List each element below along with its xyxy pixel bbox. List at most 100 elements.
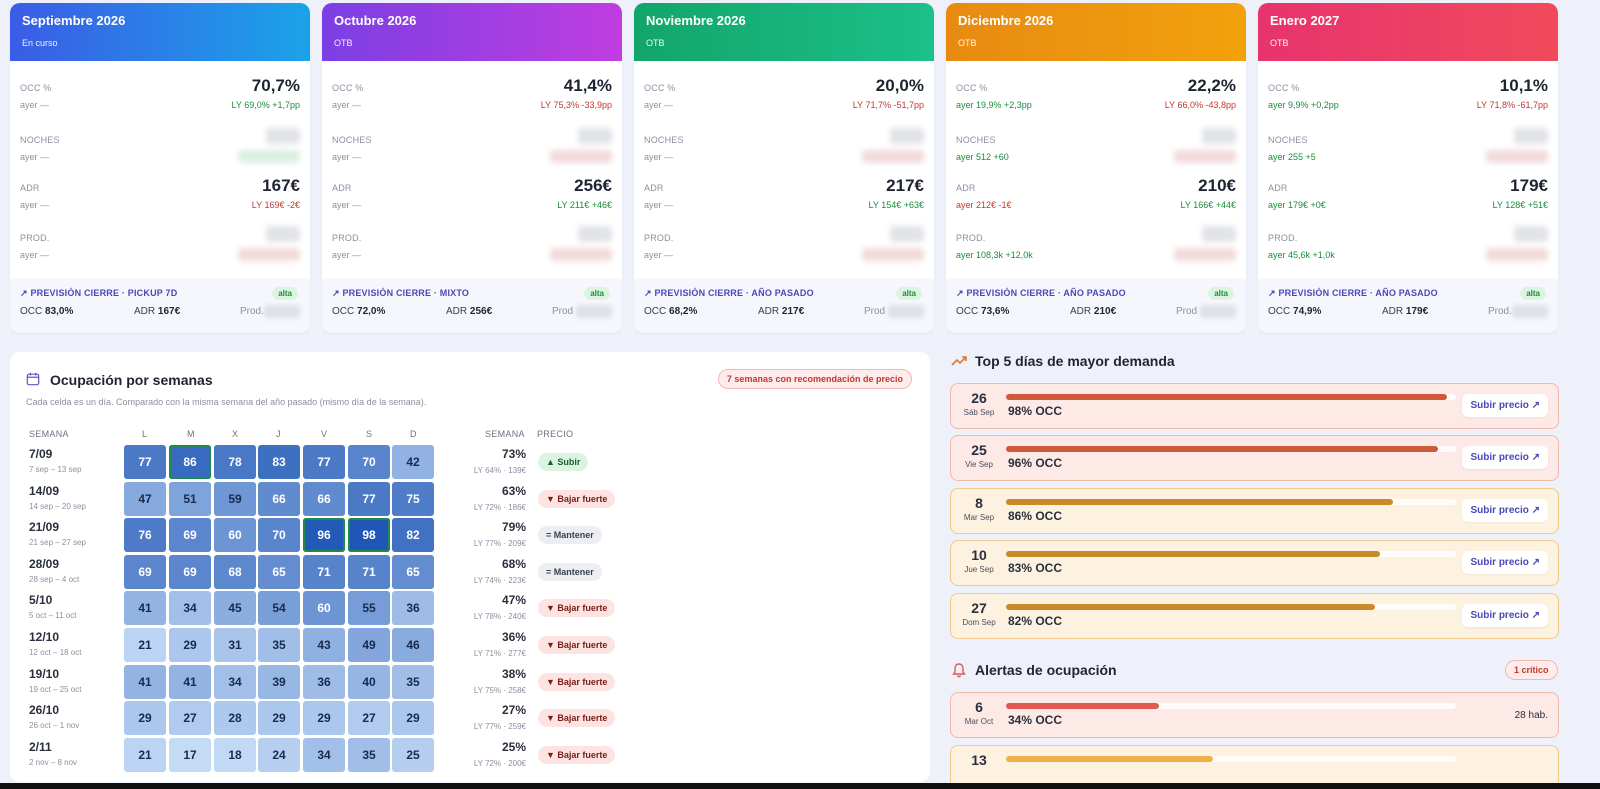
- day-cell[interactable]: 36: [303, 664, 345, 699]
- day-cell[interactable]: 41: [124, 664, 166, 699]
- day-cell[interactable]: 34: [214, 664, 256, 699]
- day-cell[interactable]: 71: [348, 554, 390, 589]
- day-cell[interactable]: 69: [124, 554, 166, 589]
- day-cell[interactable]: 42: [392, 445, 434, 479]
- day-cell[interactable]: 60: [303, 591, 345, 626]
- raise-price-button[interactable]: Subir precio ↗: [1462, 498, 1548, 522]
- day-cell[interactable]: 35: [258, 628, 300, 662]
- day-cell[interactable]: 69: [169, 554, 211, 589]
- day-cell[interactable]: 35: [392, 664, 434, 699]
- price-recommendation-badge[interactable]: 7 semanas con recomendación de precio: [717, 369, 912, 389]
- day-cell[interactable]: 65: [258, 554, 300, 589]
- day-cell[interactable]: 68: [214, 554, 256, 589]
- month-card[interactable]: Diciembre 2026 OTB OCC % ayer 19,9% +2,3pp 2…: [946, 3, 1246, 333]
- day-cell[interactable]: 17: [169, 737, 211, 772]
- week-row[interactable]: 19/10 19 oct – 25 oct 41 41 34 39 36 40 35 38% LY …: [10, 664, 930, 701]
- day-cell[interactable]: 46: [392, 628, 434, 662]
- week-row[interactable]: 28/09 28 sep – 4 oct 69 69 68 65 71 71 65 68% LY 7…: [10, 554, 930, 591]
- raise-price-button[interactable]: Subir precio ↗: [1462, 446, 1548, 470]
- week-row[interactable]: 5/10 5 oct – 11 oct 41 34 45 54 60 55 36 47% LY 78…: [10, 591, 930, 627]
- month-card[interactable]: Noviembre 2026 OTB OCC % ayer — 20,0% LY 71,7…: [634, 3, 934, 333]
- day-cell[interactable]: 25: [392, 737, 434, 772]
- day-cell[interactable]: 43: [303, 628, 345, 662]
- day-cell[interactable]: 70: [258, 518, 300, 553]
- day-cell[interactable]: 34: [303, 737, 345, 772]
- day-cell[interactable]: 54: [258, 591, 300, 626]
- price-action-pill[interactable]: ▼ Bajar fuerte: [538, 672, 616, 691]
- day-cell[interactable]: 60: [214, 518, 256, 553]
- day-cell[interactable]: 77: [303, 445, 345, 479]
- day-cell[interactable]: 29: [392, 701, 434, 736]
- raise-price-button[interactable]: Subir precio ↗: [1462, 603, 1548, 627]
- day-cell[interactable]: 34: [169, 591, 211, 626]
- day-cell[interactable]: 45: [214, 591, 256, 626]
- day-cell[interactable]: 86: [169, 445, 211, 479]
- day-cell[interactable]: 29: [303, 701, 345, 736]
- price-action-pill[interactable]: ▼ Bajar fuerte: [538, 709, 616, 728]
- day-cell[interactable]: 41: [169, 664, 211, 699]
- week-row[interactable]: 2/11 2 nov – 8 nov 21 17 18 24 34 35 25 25% LY 72%…: [10, 737, 930, 774]
- day-cell[interactable]: 29: [124, 701, 166, 736]
- price-action-pill[interactable]: ▼ Bajar fuerte: [538, 489, 616, 508]
- demand-day-row[interactable]: 26 Sáb Sep 98% OCC Subir precio ↗: [950, 383, 1559, 429]
- raise-price-button[interactable]: Subir precio ↗: [1462, 394, 1548, 417]
- week-row[interactable]: 14/09 14 sep – 20 sep 47 51 59 66 66 77 75 63% LY …: [10, 481, 930, 518]
- demand-day-row[interactable]: 8 Mar Sep 86% OCC Subir precio ↗: [950, 487, 1559, 534]
- price-action-pill[interactable]: = Mantener: [538, 526, 602, 545]
- price-action-pill[interactable]: ▼ Bajar fuerte: [538, 599, 616, 618]
- day-cell[interactable]: 36: [392, 591, 434, 626]
- month-card[interactable]: Octubre 2026 OTB OCC % ayer — 41,4% LY 75,3% …: [322, 3, 622, 333]
- demand-day-row[interactable]: 27 Dom Sep 82% OCC Subir precio ↗: [950, 592, 1559, 639]
- day-cell[interactable]: 78: [214, 445, 256, 479]
- price-action-pill[interactable]: ▼ Bajar fuerte: [538, 745, 616, 764]
- day-cell[interactable]: 70: [348, 445, 390, 479]
- day-cell[interactable]: 29: [169, 628, 211, 662]
- day-cell[interactable]: 66: [303, 481, 345, 516]
- day-cell[interactable]: 55: [348, 591, 390, 626]
- day-cell[interactable]: 41: [124, 591, 166, 626]
- day-cell[interactable]: 66: [258, 481, 300, 516]
- day-cell[interactable]: 27: [169, 701, 211, 736]
- day-cell[interactable]: 51: [169, 481, 211, 516]
- day-cell[interactable]: 65: [392, 554, 434, 589]
- critical-badge[interactable]: 1 crítico: [1505, 660, 1558, 680]
- day-cell[interactable]: 47: [124, 481, 166, 516]
- occupancy-alert-row[interactable]: 6 Mar Oct 34% OCC 28 hab.: [950, 692, 1559, 738]
- week-row[interactable]: 21/09 21 sep – 27 sep 76 69 60 70 96 98 82 79% LY …: [10, 518, 930, 554]
- day-cell[interactable]: 96: [303, 518, 345, 553]
- day-cell[interactable]: 77: [348, 481, 390, 516]
- day-cell[interactable]: 49: [348, 628, 390, 662]
- day-cell[interactable]: 75: [392, 481, 434, 516]
- day-cell[interactable]: 21: [124, 628, 166, 662]
- day-cell[interactable]: 28: [214, 701, 256, 736]
- month-card[interactable]: Enero 2027 OTB OCC % ayer 9,9% +0,2pp 10,1% L…: [1258, 3, 1558, 333]
- day-cell[interactable]: 71: [303, 554, 345, 589]
- week-row[interactable]: 26/10 26 oct – 1 nov 29 27 28 29 29 27 29 27% LY 7…: [10, 701, 930, 737]
- day-cell[interactable]: 59: [214, 481, 256, 516]
- price-action-pill[interactable]: = Mantener: [538, 562, 602, 581]
- day-cell[interactable]: 40: [348, 664, 390, 699]
- day-cell[interactable]: 31: [214, 628, 256, 662]
- day-cell[interactable]: 76: [124, 518, 166, 553]
- week-row[interactable]: 7/09 7 sep – 13 sep 77 86 78 83 77 70 42 73% LY 64…: [10, 445, 930, 481]
- day-cell[interactable]: 69: [169, 518, 211, 553]
- day-cell[interactable]: 29: [258, 701, 300, 736]
- day-cell[interactable]: 39: [258, 664, 300, 699]
- day-cell[interactable]: 83: [258, 445, 300, 479]
- price-action-pill[interactable]: ▼ Bajar fuerte: [538, 636, 616, 654]
- day-cell[interactable]: 27: [348, 701, 390, 736]
- day-cell[interactable]: 82: [392, 518, 434, 553]
- day-cell[interactable]: 18: [214, 737, 256, 772]
- raise-price-button[interactable]: Subir precio ↗: [1462, 551, 1548, 575]
- week-row[interactable]: 12/10 12 oct – 18 oct 21 29 31 35 43 49 46 36% LY …: [10, 628, 930, 664]
- demand-day-row[interactable]: 25 Vie Sep 96% OCC Subir precio ↗: [950, 435, 1559, 482]
- occupancy-alert-row[interactable]: 13: [950, 745, 1559, 789]
- day-cell[interactable]: 24: [258, 737, 300, 772]
- price-action-pill[interactable]: ▲ Subir: [538, 453, 589, 471]
- day-cell[interactable]: 35: [348, 737, 390, 772]
- day-cell[interactable]: 77: [124, 445, 166, 479]
- day-cell[interactable]: 98: [348, 518, 390, 553]
- demand-day-row[interactable]: 10 Jue Sep 83% OCC Subir precio ↗: [950, 540, 1559, 587]
- month-card[interactable]: Septiembre 2026 En curso OCC % ayer — 70,7% L…: [10, 3, 310, 333]
- day-cell[interactable]: 21: [124, 737, 166, 772]
